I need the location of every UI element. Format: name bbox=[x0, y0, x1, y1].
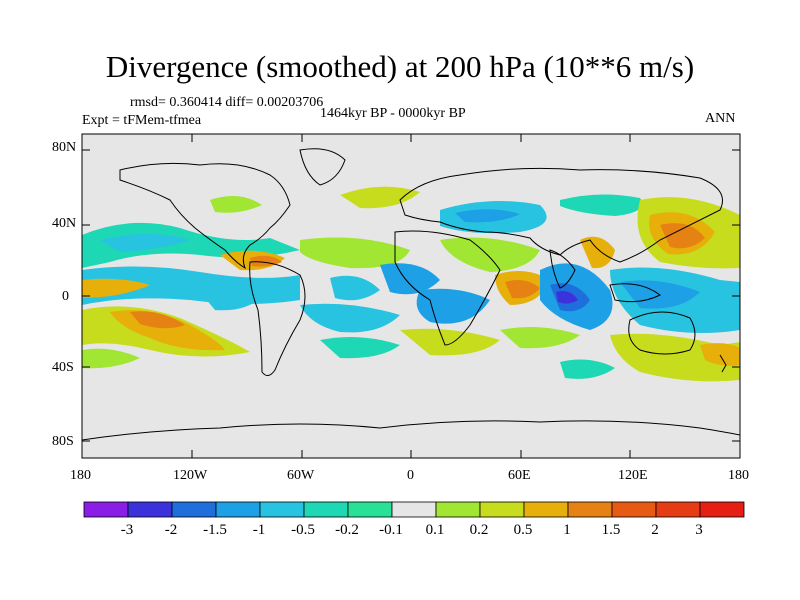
colorbar-swatch bbox=[259, 501, 305, 518]
stats-line: rmsd= 0.360414 diff= 0.00203706 bbox=[130, 95, 324, 110]
colorbar-label: 0.1 bbox=[425, 522, 445, 538]
lon-label-60w: 60W bbox=[287, 468, 315, 483]
period-label: 1464kyr BP - 0000kyr BP bbox=[320, 106, 466, 121]
colorbar-swatch bbox=[391, 501, 437, 518]
field-region bbox=[330, 275, 380, 301]
colorbar-swatch bbox=[523, 501, 569, 518]
lat-label-eq: 0 bbox=[62, 289, 69, 304]
colorbar-label: -1 bbox=[252, 522, 266, 538]
colorbar-label: -1.5 bbox=[203, 522, 227, 538]
colorbar-swatch bbox=[699, 501, 745, 518]
colorbar-swatch bbox=[347, 501, 393, 518]
lon-label-0: 0 bbox=[407, 468, 414, 483]
continent-outline bbox=[394, 230, 501, 346]
field-region bbox=[556, 291, 578, 304]
field-region bbox=[300, 237, 410, 269]
colorbar-label: -0.5 bbox=[291, 522, 315, 538]
field-region bbox=[455, 209, 520, 223]
colorbar-swatch bbox=[215, 501, 261, 518]
continent-outline bbox=[399, 167, 723, 263]
lon-label-180e: 180 bbox=[728, 468, 749, 483]
continent-outline bbox=[119, 162, 291, 270]
field-region bbox=[560, 194, 643, 216]
axis-ticks bbox=[82, 134, 740, 458]
continent-outline bbox=[719, 354, 727, 373]
colorbar-label: -2 bbox=[164, 522, 178, 538]
colorbar-swatch bbox=[435, 501, 481, 518]
colorbar-swatch bbox=[127, 501, 173, 518]
continent-outline bbox=[609, 283, 661, 303]
field-region bbox=[100, 234, 190, 252]
field-region bbox=[700, 343, 740, 366]
field-region bbox=[440, 237, 540, 272]
colorbar-label: 2 bbox=[651, 522, 659, 538]
field-region bbox=[416, 288, 490, 324]
season-label: ANN bbox=[705, 111, 736, 126]
colorbar-label: -0.1 bbox=[379, 522, 403, 538]
colorbar bbox=[83, 501, 745, 518]
field-region bbox=[82, 278, 150, 298]
colorbar-label: 0.2 bbox=[469, 522, 489, 538]
colorbar-swatch bbox=[567, 501, 613, 518]
field-region bbox=[200, 289, 260, 311]
coastlines bbox=[82, 148, 740, 441]
continent-outline bbox=[82, 420, 740, 441]
lon-label-180w: 180 bbox=[70, 468, 91, 483]
lat-label-80n: 80N bbox=[52, 140, 77, 155]
lat-label-40n: 40N bbox=[52, 216, 77, 231]
colorbar-label: 0.5 bbox=[513, 522, 533, 538]
colorbar-swatch bbox=[83, 501, 129, 518]
field-region bbox=[660, 223, 705, 249]
field-region bbox=[340, 186, 420, 209]
divergence-field bbox=[82, 186, 740, 382]
lon-label-120w: 120W bbox=[173, 468, 208, 483]
lon-label-60e: 60E bbox=[508, 468, 531, 483]
colorbar-swatch bbox=[655, 501, 701, 518]
field-region bbox=[380, 263, 440, 295]
experiment-label: Expt = tFMem-tfmea bbox=[82, 113, 202, 128]
colorbar-swatch bbox=[611, 501, 657, 518]
lon-label-120e: 120E bbox=[618, 468, 648, 483]
field-region bbox=[300, 303, 400, 333]
lat-label-40s: 40S bbox=[52, 360, 74, 375]
colorbar-label: -3 bbox=[120, 522, 134, 538]
colorbar-swatch bbox=[171, 501, 217, 518]
colorbar-label: 1.5 bbox=[601, 522, 621, 538]
colorbar-swatch bbox=[303, 501, 349, 518]
colorbar-label: 3 bbox=[695, 522, 703, 538]
field-region bbox=[500, 326, 580, 349]
colorbar-label: -0.2 bbox=[335, 522, 359, 538]
continent-outline bbox=[549, 249, 576, 289]
field-region bbox=[560, 359, 615, 379]
colorbar-swatch bbox=[479, 501, 525, 518]
field-region bbox=[505, 280, 540, 299]
continent-outline bbox=[249, 261, 306, 376]
plot-title: Divergence (smoothed) at 200 hPa (10**6 … bbox=[105, 49, 695, 84]
field-region bbox=[82, 348, 140, 369]
continent-outline bbox=[299, 148, 346, 186]
lat-label-80s: 80S bbox=[52, 434, 74, 449]
continent-outline bbox=[628, 311, 696, 355]
field-region bbox=[320, 336, 400, 359]
field-region bbox=[130, 311, 185, 329]
field-region bbox=[580, 236, 615, 269]
field-region bbox=[210, 196, 262, 213]
colorbar-label: 1 bbox=[563, 522, 571, 538]
field-region bbox=[400, 328, 500, 356]
